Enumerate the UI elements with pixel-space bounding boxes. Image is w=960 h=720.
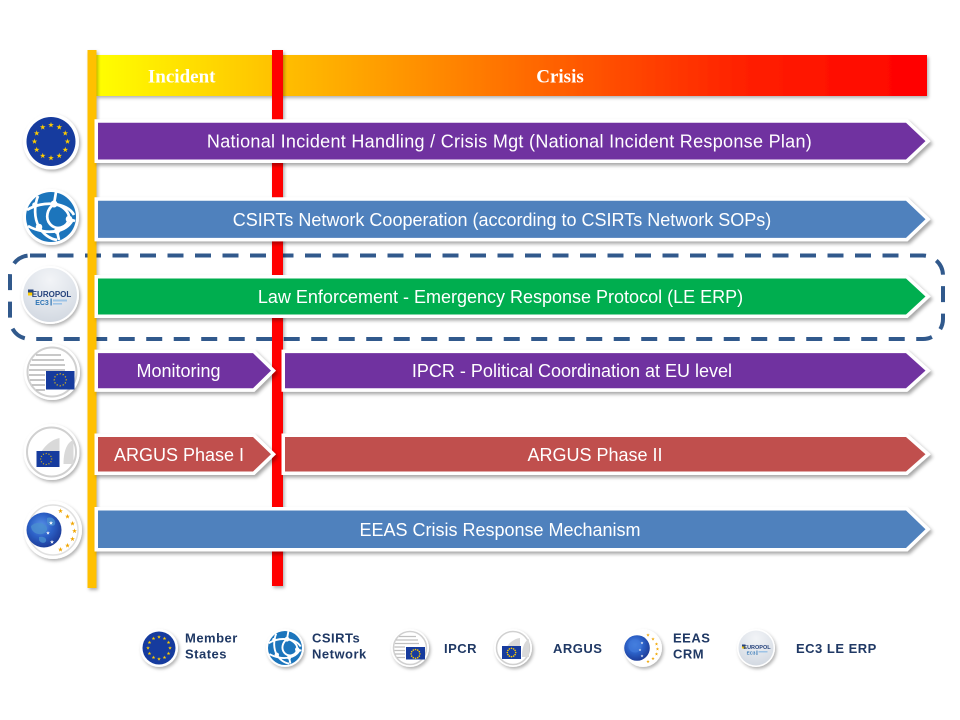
svg-text:EC3: EC3 bbox=[747, 651, 756, 656]
svg-text:National Incident Handling / C: National Incident Handling / Crisis Mgt … bbox=[207, 132, 812, 152]
svg-text:Incident: Incident bbox=[148, 67, 216, 88]
svg-text:ARGUS Phase I: ARGUS Phase I bbox=[114, 445, 244, 465]
svg-text:Member: Member bbox=[185, 631, 238, 646]
svg-text:IPCR: IPCR bbox=[444, 641, 477, 656]
svg-text:EC3: EC3 bbox=[35, 300, 49, 307]
svg-text:EEAS Crisis Response Mechanism: EEAS Crisis Response Mechanism bbox=[359, 520, 640, 540]
svg-text:EUROPOL: EUROPOL bbox=[743, 645, 771, 651]
svg-text:CSIRTs Network Cooperation (ac: CSIRTs Network Cooperation (according to… bbox=[233, 210, 772, 230]
svg-text:States: States bbox=[185, 647, 227, 662]
svg-text:IPCR - Political Coordination: IPCR - Political Coordination at EU leve… bbox=[412, 361, 732, 381]
svg-text:Monitoring: Monitoring bbox=[136, 361, 220, 381]
svg-text:EEAS: EEAS bbox=[673, 631, 710, 646]
svg-text:EC3 LE ERP: EC3 LE ERP bbox=[796, 641, 877, 656]
svg-text:CSIRTs: CSIRTs bbox=[312, 631, 360, 646]
svg-text:CRM: CRM bbox=[673, 647, 704, 662]
svg-text:Crisis: Crisis bbox=[536, 67, 584, 88]
svg-text:EUROPOL: EUROPOL bbox=[32, 290, 72, 299]
svg-text:ARGUS Phase II: ARGUS Phase II bbox=[527, 445, 662, 465]
svg-text:ARGUS: ARGUS bbox=[553, 641, 602, 656]
svg-text:Law Enforcement - Emergency Re: Law Enforcement - Emergency Response Pro… bbox=[258, 287, 743, 307]
svg-text:Network: Network bbox=[312, 647, 367, 662]
